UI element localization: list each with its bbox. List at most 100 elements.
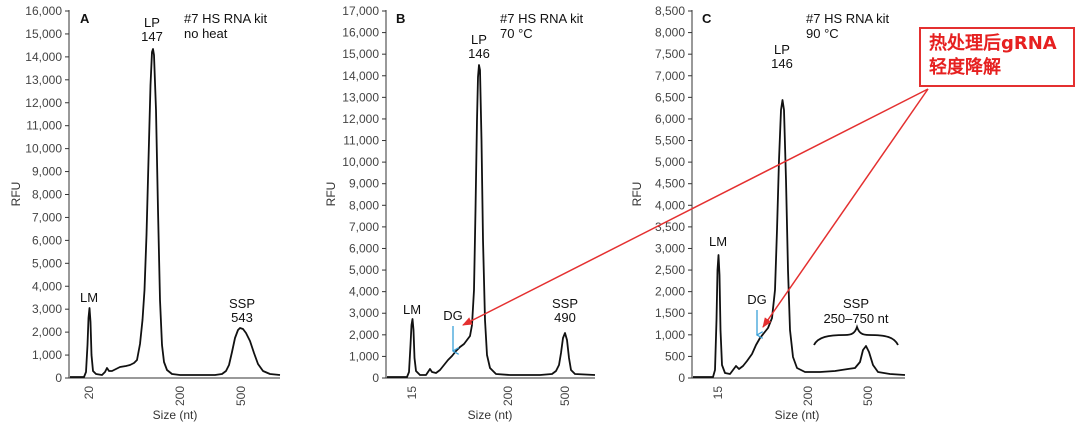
panel-b-letter: B — [396, 11, 405, 26]
panel-c-ssp-brace — [813, 324, 899, 346]
y-tick-label: 8,000 — [32, 188, 62, 202]
y-tick-label: 2,000 — [655, 285, 685, 299]
y-tick-label: 7,000 — [655, 69, 685, 83]
y-tick-label: 14,000 — [342, 69, 379, 83]
y-tick-label: 1,000 — [32, 348, 62, 362]
y-tick-label: 3,000 — [655, 241, 685, 255]
panel-b-x-label: Size (nt) — [468, 408, 513, 422]
y-tick-label: 5,000 — [655, 155, 685, 169]
y-tick-label: 5,500 — [655, 134, 685, 148]
panel-b-title: #7 HS RNA kit — [500, 11, 583, 26]
y-tick-label: 8,000 — [655, 26, 685, 40]
y-tick-label: 5,000 — [32, 256, 62, 270]
panel-c-letter: C — [702, 11, 712, 26]
annotation-callout-box: 热处理后gRNA 轻度降解 — [919, 27, 1075, 87]
panel-a-y-label: RFU — [9, 182, 23, 207]
y-tick-label: 15,000 — [25, 27, 62, 41]
y-tick-label: 8,500 — [655, 4, 685, 18]
panel-c-lm-label: LM — [709, 234, 727, 249]
y-tick-label: 1,000 — [349, 349, 379, 363]
panel-a-title: #7 HS RNA kit — [184, 11, 267, 26]
panel-c-trace — [693, 99, 906, 378]
y-tick-label: 11,000 — [26, 119, 62, 133]
y-tick-label: 4,000 — [32, 279, 62, 293]
panel-b-lp-label: LP — [471, 32, 487, 47]
panel-b-dg-label: DG — [443, 308, 463, 323]
y-tick-label: 6,500 — [655, 90, 685, 104]
callout-arrow-to-panel-b — [462, 88, 929, 326]
panel-b-ssp-label: SSP — [552, 296, 578, 311]
y-tick-label: 11,000 — [343, 134, 379, 148]
panel-a-y-ticks: 0 1,000 2,000 3,000 4,000 5,000 6,000 7,000 8,00… — [25, 4, 69, 385]
panel-b-xtick-200: 200 — [501, 386, 515, 406]
panel-b-y-ticks: 0 1,000 2,000 3,000 4,000 5,000 6,000 7,000 8,00… — [342, 4, 386, 385]
y-tick-label: 6,000 — [655, 112, 685, 126]
panel-a-xtick-20: 20 — [82, 386, 96, 400]
y-tick-label: 16,000 — [342, 26, 379, 40]
panel-c-ssp-label: SSP — [843, 296, 869, 311]
panel-a-xtick-200: 200 — [173, 386, 187, 406]
y-tick-label: 13,000 — [342, 90, 379, 104]
panel-a-lp-size: 147 — [141, 29, 163, 44]
y-tick-label: 3,500 — [655, 220, 685, 234]
panel-a-x-label: Size (nt) — [153, 408, 198, 422]
panel-a-lm-label: LM — [80, 290, 98, 305]
panel-c-x-label: Size (nt) — [775, 408, 820, 422]
panel-c-y-ticks: 0 500 1,000 1,500 2,000 2,500 3,000 3,500 4,000 4… — [655, 4, 692, 385]
y-tick-label: 8,000 — [349, 198, 379, 212]
panel-c-lp-label: LP — [774, 42, 790, 57]
panel-b: 0 1,000 2,000 3,000 4,000 5,000 6,000 7,000 8,00… — [324, 4, 596, 422]
y-tick-label: 4,000 — [655, 198, 685, 212]
panel-c-dg-label: DG — [747, 292, 767, 307]
y-tick-label: 1,000 — [655, 328, 685, 342]
panel-b-lm-label: LM — [403, 302, 421, 317]
y-tick-label: 3,000 — [349, 306, 379, 320]
y-tick-label: 10,000 — [25, 142, 62, 156]
panel-b-xtick-500: 500 — [558, 386, 572, 406]
y-tick-label: 3,000 — [32, 302, 62, 316]
panel-c-title: #7 HS RNA kit — [806, 11, 889, 26]
panel-a-xtick-500: 500 — [234, 386, 248, 406]
y-tick-label: 9,000 — [349, 177, 379, 191]
y-tick-label: 0 — [372, 371, 379, 385]
y-tick-label: 2,500 — [655, 263, 685, 277]
y-tick-label: 15,000 — [342, 47, 379, 61]
y-tick-label: 0 — [678, 371, 685, 385]
y-tick-label: 14,000 — [25, 50, 62, 64]
panel-c-xtick-200: 200 — [801, 386, 815, 406]
panel-b-trace — [387, 64, 596, 378]
panel-b-ssp-size: 490 — [554, 310, 576, 325]
panel-a-ssp-label: SSP — [229, 296, 255, 311]
callout-arrow-to-panel-c — [762, 88, 929, 328]
panel-c-ssp-range: 250–750 nt — [823, 311, 888, 326]
y-tick-label: 12,000 — [342, 112, 379, 126]
y-tick-label: 16,000 — [25, 4, 62, 18]
panel-a-subtitle: no heat — [184, 26, 228, 41]
panel-b-xtick-15: 15 — [405, 386, 419, 400]
y-tick-label: 2,000 — [32, 325, 62, 339]
y-tick-label: 10,000 — [342, 155, 379, 169]
y-tick-label: 500 — [665, 349, 685, 363]
panel-c-xtick-15: 15 — [711, 386, 725, 400]
y-tick-label: 7,000 — [349, 220, 379, 234]
panel-b-y-label: RFU — [324, 182, 338, 207]
y-tick-label: 4,500 — [655, 177, 685, 191]
callout-line-2: 轻度降解 — [929, 57, 1001, 78]
panel-a-ssp-size: 543 — [231, 310, 253, 325]
panel-b-lp-size: 146 — [468, 46, 490, 61]
y-tick-label: 17,000 — [342, 4, 379, 18]
y-tick-label: 5,000 — [349, 263, 379, 277]
y-tick-label: 0 — [55, 371, 62, 385]
panel-c-lp-size: 146 — [771, 56, 793, 71]
panel-a-lp-label: LP — [144, 15, 160, 30]
y-tick-label: 7,000 — [32, 210, 62, 224]
panel-c: 0 500 1,000 1,500 2,000 2,500 3,000 3,500 4,000 4… — [630, 4, 906, 422]
y-tick-label: 9,000 — [32, 165, 62, 179]
y-tick-label: 4,000 — [349, 285, 379, 299]
panel-a-letter: A — [80, 11, 90, 26]
y-tick-label: 12,000 — [25, 96, 62, 110]
panel-b-subtitle: 70 °C — [500, 26, 533, 41]
y-tick-label: 6,000 — [349, 241, 379, 255]
panel-a-trace — [70, 48, 281, 378]
